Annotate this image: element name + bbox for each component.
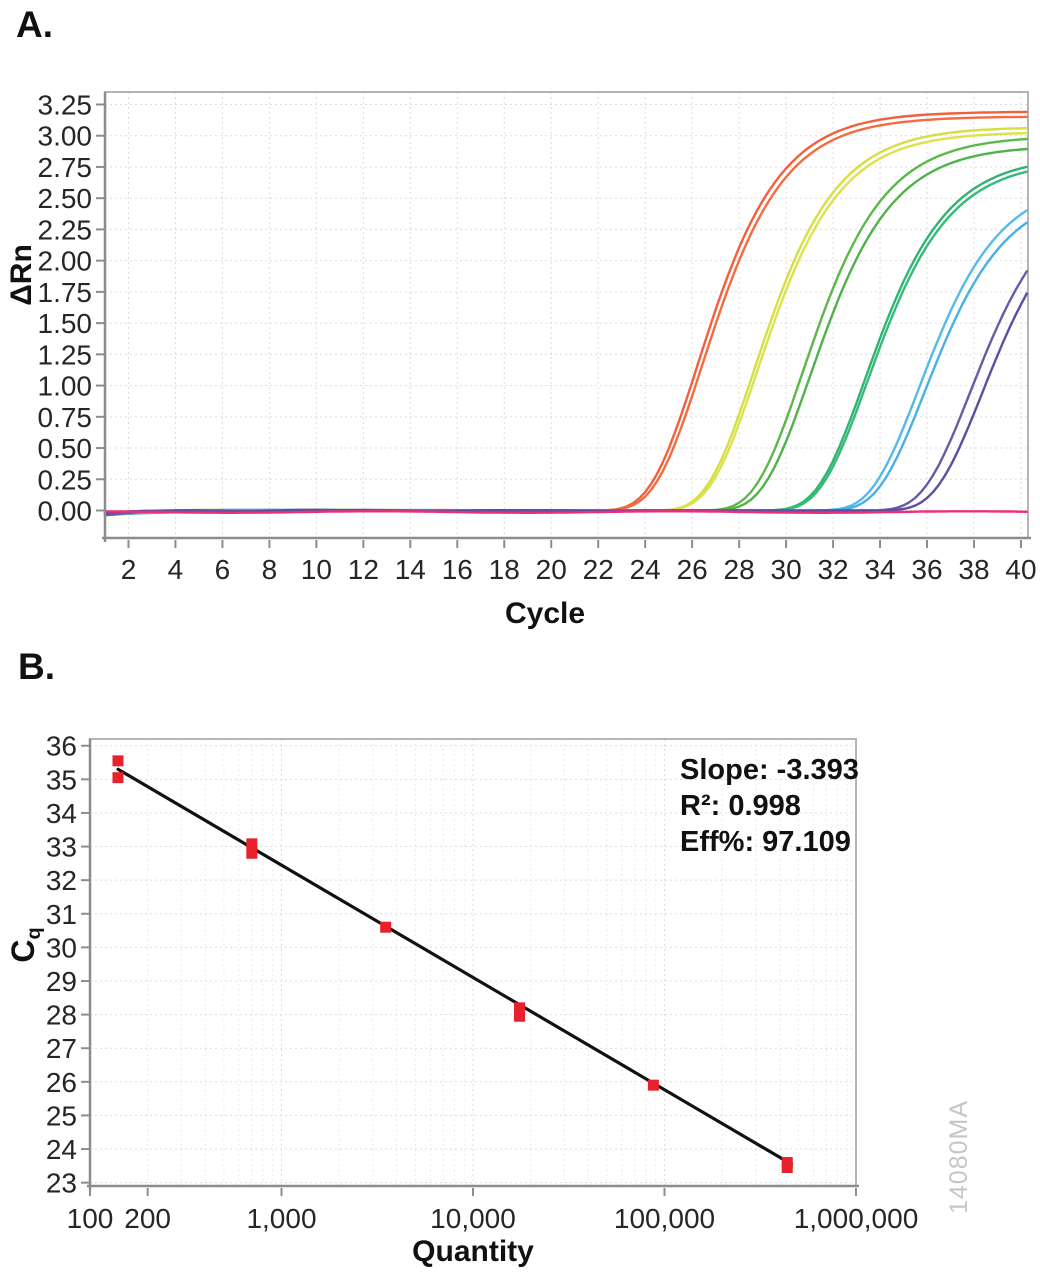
tick-label-a-y: 3.00 [38,121,93,152]
watermark: 14080MA [945,1099,973,1215]
tick-label-a-y: 2.00 [38,246,93,277]
tick-label-a-x: 26 [677,554,708,585]
tick-label-b-y: 36 [46,731,77,762]
tick-label-a-x: 16 [442,554,473,585]
tick-label-b-y: 31 [46,899,77,930]
tick-label-a-y: 2.25 [38,214,93,245]
amplification-curve-std-140-rep2 [103,292,1028,515]
tick-label-a-y: 0.75 [38,402,93,433]
data-point [246,838,258,850]
tick-label-a-x: 34 [864,554,895,585]
data-point [112,772,124,784]
tick-label-b-y: 32 [46,865,77,896]
tick-label-b-y: 25 [46,1100,77,1131]
tick-label-a-y: 1.75 [38,277,93,308]
tick-label-a-y: 1.50 [38,308,93,339]
tick-label-b-x: 1,000,000 [794,1203,919,1234]
tick-label-a-y: 1.25 [38,339,93,370]
stat-slope: Slope: -3.393 [680,754,859,786]
tick-label-a-x: 12 [348,554,379,585]
amplification-curve-std-700-rep1 [103,209,1028,514]
tick-label-b-y: 27 [46,1033,77,1064]
amplification-curve-std-87500-rep1 [103,126,1028,517]
data-point [112,755,124,767]
tick-label-a-x: 36 [911,554,942,585]
tick-label-a-y: 2.50 [38,183,93,214]
y-axis-label-cq: Cq [5,903,45,987]
tick-label-b-x: 200 [124,1203,171,1234]
tick-label-b-y: 35 [46,764,77,795]
tick-label-a-x: 10 [301,554,332,585]
tick-label-a-x: 2 [121,554,137,585]
tick-label-a-y: 0.25 [38,464,93,495]
tick-label-b-y: 28 [46,1000,77,1031]
tick-label-a-x: 38 [958,554,989,585]
y-axis-label-drn: ΔRn [5,244,38,306]
tick-label-b-x: 10,000 [430,1203,516,1234]
tick-label-a-x: 32 [817,554,848,585]
stat-efficiency: Eff%: 97.109 [680,826,851,858]
tick-label-b-x: 100,000 [614,1203,715,1234]
tick-label-a-x: 30 [771,554,802,585]
tick-label-a-x: 20 [536,554,567,585]
x-axis-label-quantity: Quantity [412,1235,534,1268]
cq-label-main: C [5,939,41,963]
amplification-curve-std-437500-rep1 [103,110,1028,515]
stat-r-squared: R²: 0.998 [680,790,801,822]
data-point [514,1002,526,1014]
tick-label-a-x: 40 [1005,554,1036,585]
tick-label-a-x: 6 [215,554,231,585]
stats-block: Slope: -3.393 R²: 0.998 Eff%: 97.109 [680,752,859,860]
amplification-curve-ntc [103,510,1028,514]
tick-label-a-y: 3.25 [38,89,93,120]
tick-label-b-y: 24 [46,1134,77,1165]
tick-label-a-y: 2.75 [38,152,93,183]
tick-label-b-x: 100 [67,1203,114,1234]
cq-label-sub: q [23,927,45,940]
data-point [781,1162,793,1174]
x-axis-label-cycle: Cycle [504,597,586,630]
tick-label-a-y: 0.50 [38,433,93,464]
panel-b-label: B. [18,646,55,687]
data-point [246,847,258,859]
tick-label-a-x: 22 [583,554,614,585]
tick-label-b-y: 29 [46,966,77,997]
tick-label-a-x: 18 [489,554,520,585]
tick-label-a-x: 28 [724,554,755,585]
data-point [514,1010,526,1022]
regression-line [116,767,794,1166]
amplification-curve-std-140-rep1 [103,270,1028,517]
tick-label-b-y: 30 [46,932,77,963]
amplification-curve-std-700-rep2 [103,221,1028,516]
data-point [380,921,392,933]
data-point [647,1079,659,1091]
tick-label-a-x: 8 [262,554,278,585]
tick-label-b-x: 1,000 [246,1203,316,1234]
tick-label-a-x: 4 [168,554,184,585]
tick-label-b-y: 33 [46,832,77,863]
tick-label-a-x: 14 [395,554,426,585]
tick-label-a-y: 0.00 [38,496,93,527]
tick-label-a-y: 1.00 [38,371,93,402]
tick-label-b-y: 26 [46,1067,77,1098]
tick-label-b-y: 23 [46,1168,77,1199]
tick-label-b-y: 34 [46,798,77,829]
panel-a-label: A. [16,4,53,45]
tick-label-a-x: 24 [630,554,661,585]
